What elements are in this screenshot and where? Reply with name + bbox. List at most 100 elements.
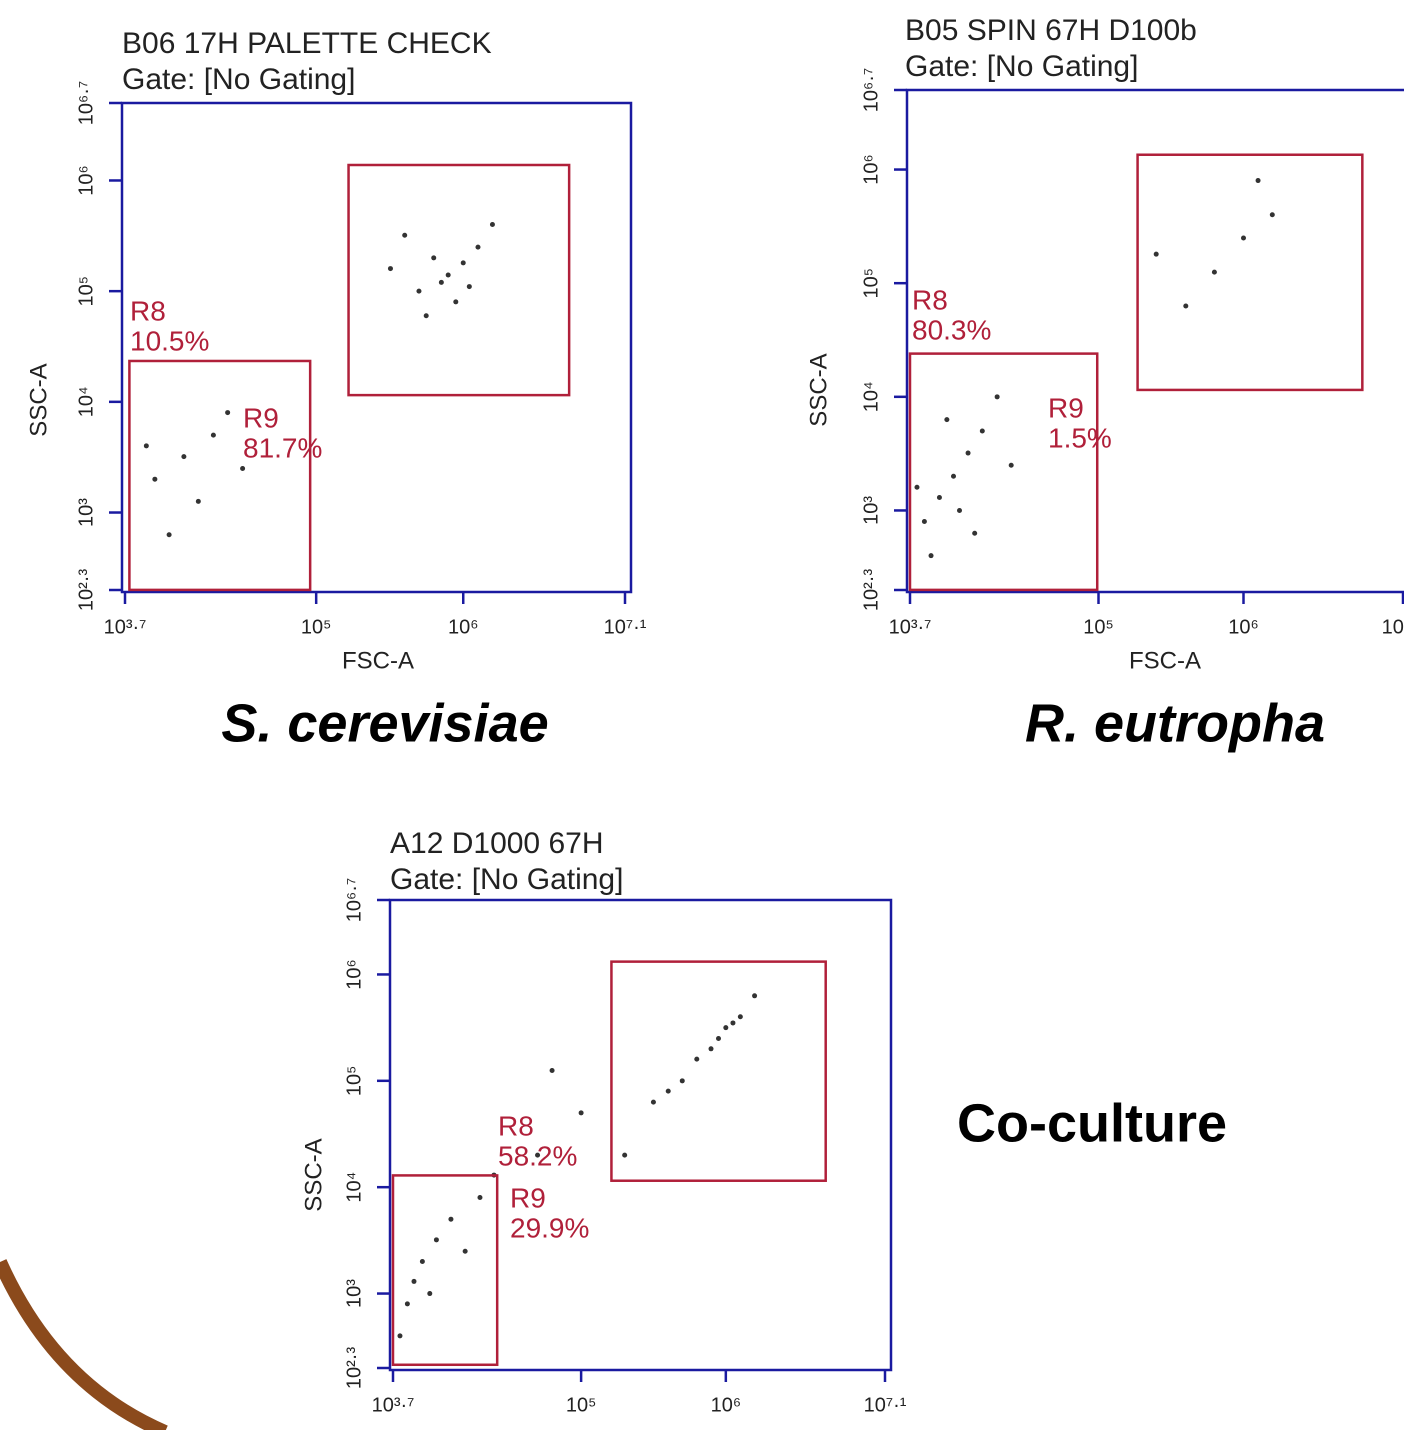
y-axis-label: SSC-A bbox=[300, 1138, 327, 1211]
x-tick-label: 10⁶ bbox=[1228, 616, 1258, 638]
gate-percent: 29.9% bbox=[510, 1212, 589, 1243]
gate-region bbox=[611, 962, 825, 1181]
gate-name: R8 bbox=[912, 284, 948, 315]
x-tick-label: 10⁵ bbox=[301, 616, 332, 638]
event-dot bbox=[944, 417, 949, 422]
event-dot bbox=[211, 433, 216, 438]
event-dot bbox=[1154, 252, 1159, 257]
y-tick-label: 10⁴ bbox=[343, 1172, 365, 1203]
event-dot bbox=[929, 553, 934, 558]
event-dot bbox=[716, 1036, 721, 1041]
figure: B06 17H PALETTE CHECKGate: [No Gating]10… bbox=[0, 0, 1404, 1430]
event-dot bbox=[434, 1237, 439, 1242]
event-dot bbox=[144, 443, 149, 448]
event-dot bbox=[1241, 235, 1246, 240]
gate-percent: 10.5% bbox=[130, 325, 209, 356]
chart-subtitle: Gate: [No Gating] bbox=[122, 63, 355, 96]
decorative-arc bbox=[0, 1262, 165, 1430]
event-dot bbox=[752, 993, 757, 998]
event-dot bbox=[439, 280, 444, 285]
y-tick-label: 10⁵ bbox=[75, 276, 97, 307]
event-dot bbox=[167, 532, 172, 537]
event-dot bbox=[1270, 212, 1275, 217]
x-tick-label: 10⁶ bbox=[711, 1394, 741, 1416]
event-dot bbox=[427, 1291, 432, 1296]
y-tick-label: 10⁵ bbox=[860, 268, 882, 299]
event-dot bbox=[579, 1110, 584, 1115]
chart-subtitle: Gate: [No Gating] bbox=[390, 863, 623, 896]
x-tick-label: 10³·⁷ bbox=[372, 1394, 415, 1416]
gate-percent: 1.5% bbox=[1048, 422, 1112, 453]
x-axis-label: FSC-A bbox=[1129, 647, 1201, 674]
x-tick-label: 10⁶ bbox=[448, 616, 478, 638]
y-axis-label: SSC-A bbox=[805, 353, 832, 426]
gate-region bbox=[1138, 155, 1363, 390]
event-dot bbox=[181, 454, 186, 459]
gate-name: R9 bbox=[243, 402, 279, 433]
event-dot bbox=[490, 222, 495, 227]
gate-percent: 58.2% bbox=[498, 1140, 577, 1171]
x-tick-label: 10³·⁷ bbox=[104, 616, 147, 638]
event-dot bbox=[957, 508, 962, 513]
x-tick-label: 10⁵ bbox=[566, 1394, 597, 1416]
x-tick-label: 10⁷·¹ bbox=[864, 1394, 907, 1416]
plot-frame bbox=[390, 900, 891, 1370]
y-tick-label: 10³ bbox=[343, 1279, 365, 1308]
event-dot bbox=[651, 1100, 656, 1105]
gate-name: R8 bbox=[498, 1110, 534, 1141]
gate-region bbox=[910, 354, 1097, 590]
x-tick-label: 10⁷·¹ bbox=[1382, 616, 1404, 638]
event-dot bbox=[1009, 463, 1014, 468]
event-dot bbox=[420, 1259, 425, 1264]
event-dot bbox=[388, 266, 393, 271]
x-axis-label: FSC-A bbox=[342, 647, 414, 674]
event-dot bbox=[453, 299, 458, 304]
y-tick-label: 10⁶ bbox=[860, 154, 882, 184]
event-dot bbox=[397, 1333, 402, 1338]
event-dot bbox=[411, 1279, 416, 1284]
event-dot bbox=[980, 429, 985, 434]
event-dot bbox=[914, 485, 919, 490]
event-dot bbox=[467, 284, 472, 289]
event-dot bbox=[416, 289, 421, 294]
chart-title: A12 D1000 67H bbox=[390, 827, 604, 860]
gate-percent: 81.7% bbox=[243, 432, 322, 463]
gate-percent: 80.3% bbox=[912, 314, 991, 345]
gate-region bbox=[129, 361, 310, 590]
event-dot bbox=[405, 1301, 410, 1306]
event-dot bbox=[972, 531, 977, 536]
event-dot bbox=[196, 499, 201, 504]
event-dot bbox=[966, 451, 971, 456]
panel-caption: R. eutropha bbox=[1025, 693, 1325, 753]
event-dot bbox=[225, 410, 230, 415]
y-tick-label: 10³ bbox=[860, 496, 882, 525]
event-dot bbox=[1212, 270, 1217, 275]
y-tick-label: 10⁶ bbox=[75, 165, 97, 195]
event-dot bbox=[152, 477, 157, 482]
gate-name: R8 bbox=[130, 295, 166, 326]
event-dot bbox=[1183, 303, 1188, 308]
event-dot bbox=[446, 272, 451, 277]
y-tick-label: 10⁶ bbox=[343, 959, 365, 989]
event-dot bbox=[424, 313, 429, 318]
x-tick-label: 10⁵ bbox=[1083, 616, 1114, 638]
y-tick-label: 10⁶·⁷ bbox=[75, 81, 97, 125]
event-dot bbox=[448, 1217, 453, 1222]
y-tick-label: 10⁴ bbox=[860, 381, 882, 412]
y-tick-label: 10²·³ bbox=[860, 569, 882, 612]
gate-region bbox=[393, 1175, 497, 1364]
event-dot bbox=[240, 466, 245, 471]
panel-caption: S. cerevisiae bbox=[221, 693, 548, 753]
event-dot bbox=[431, 255, 436, 260]
x-tick-label: 10³·⁷ bbox=[889, 616, 932, 638]
event-dot bbox=[666, 1089, 671, 1094]
event-dot bbox=[995, 394, 1000, 399]
event-dot bbox=[723, 1025, 728, 1030]
event-dot bbox=[738, 1014, 743, 1019]
event-dot bbox=[694, 1057, 699, 1062]
chart-title: B05 SPIN 67H D100b bbox=[905, 14, 1197, 47]
y-tick-label: 10³ bbox=[75, 498, 97, 527]
